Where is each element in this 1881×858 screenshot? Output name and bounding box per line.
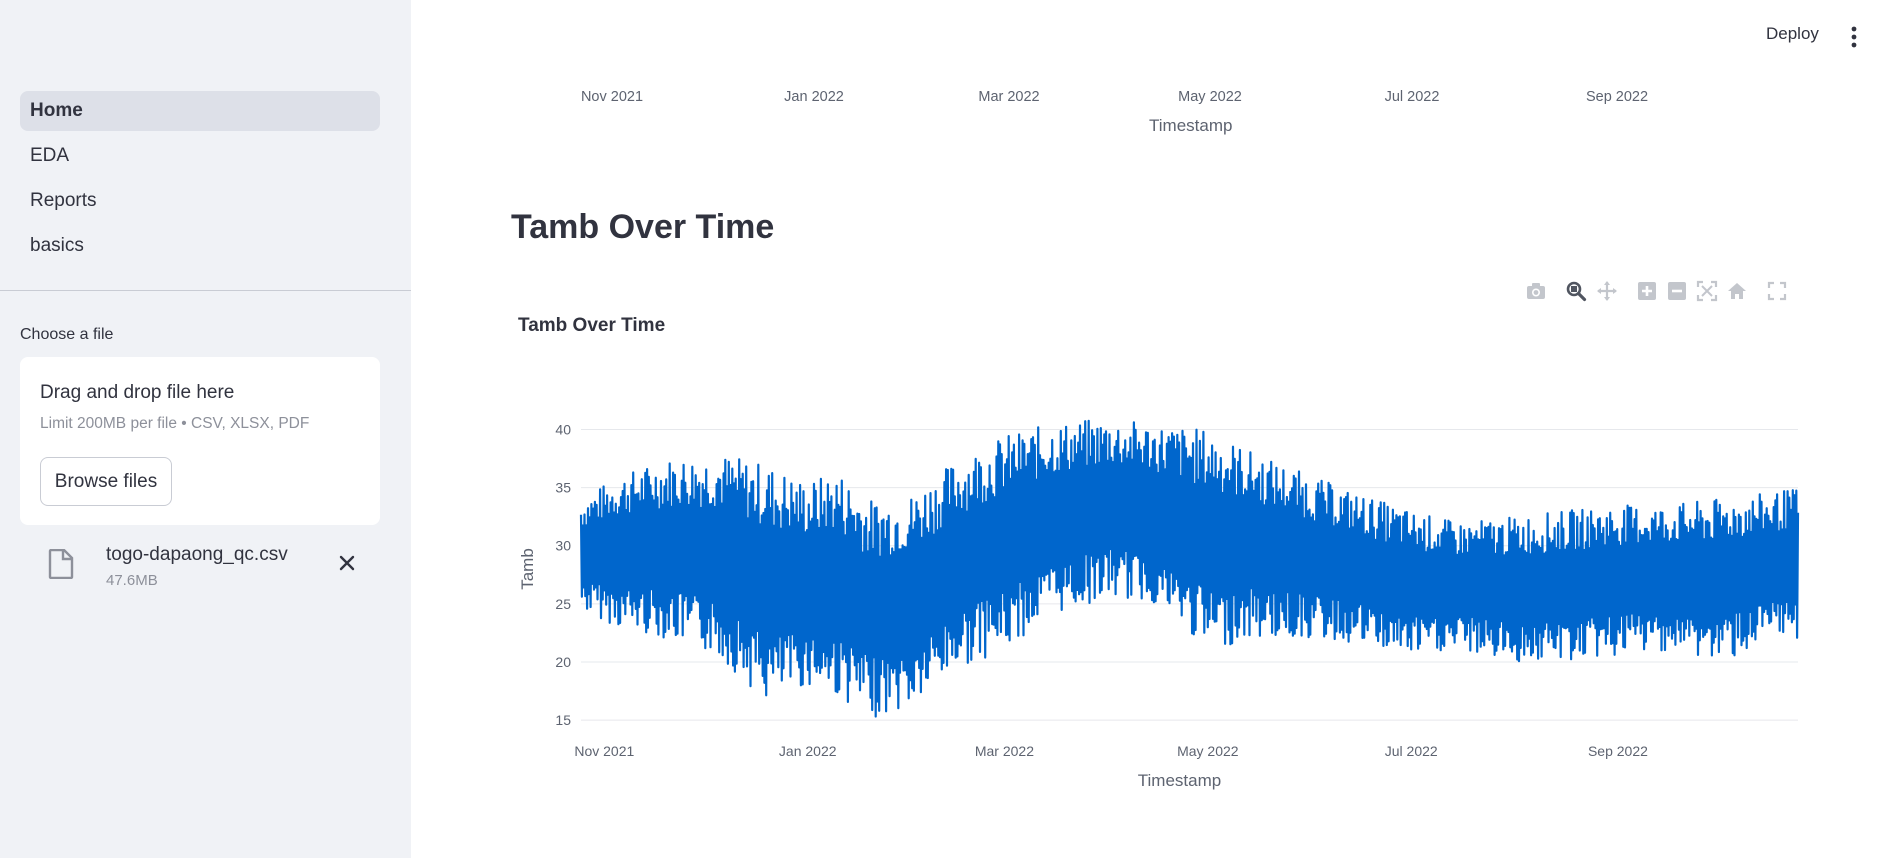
y-tick-label: 25 [555,596,571,612]
y-tick-label: 15 [555,712,571,728]
prev-chart-x-tick: Mar 2022 [978,89,1040,105]
chart-title: Tamb Over Time [518,315,665,336]
y-tick-label: 40 [555,421,571,437]
prev-chart-x-tick: Nov 2021 [580,89,644,105]
file-icon [48,549,74,579]
sidebar-item-label: EDA [30,145,70,166]
x-tick-label: Sep 2022 [1588,743,1648,759]
camera-icon[interactable] [1525,280,1547,302]
x-tick-label: Mar 2022 [975,743,1034,759]
series-line-tamb[interactable] [579,419,1800,718]
x-tick-label: Jul 2022 [1385,743,1438,759]
autoscale-icon[interactable] [1696,280,1718,302]
file-dropzone[interactable]: Drag and drop file here Limit 200MB per … [20,357,380,525]
zoom-in-icon[interactable] [1636,280,1658,302]
uploaded-file-size: 47.6MB [106,572,158,589]
x-tick-label: Jan 2022 [779,743,837,759]
sidebar-item-label: Reports [30,190,97,211]
fullscreen-icon[interactable] [1766,280,1788,302]
x-axis-title: Timestamp [1138,771,1221,790]
sidebar-item-reports[interactable]: Reports [20,181,380,221]
y-tick-label: 30 [555,538,571,554]
more-options-icon[interactable] [1844,25,1864,49]
close-icon[interactable] [336,552,358,574]
y-tick-label: 20 [555,654,571,670]
sidebar-item-label: basics [30,235,84,256]
sidebar: Home EDA Reports basics Choose a file Dr… [0,0,411,858]
tamb-line-chart[interactable]: Tamb Over Time 15 20 25 30 35 40 Nov 2021 Jan 20… [411,300,1831,820]
page-section-title: Tamb Over Time [511,208,775,246]
deploy-button[interactable]: Deploy [1766,24,1819,43]
reset-axes-icon[interactable] [1726,280,1748,302]
prev-chart-x-tick: Jul 2022 [1384,89,1440,105]
x-tick-label: May 2022 [1177,743,1239,759]
dropzone-hint: Limit 200MB per file • CSV, XLSX, PDF [40,415,310,432]
browse-files-button[interactable]: Browse files [40,457,172,506]
prev-chart-x-tick: Sep 2022 [1585,89,1649,105]
prev-chart-x-tick: Jan 2022 [784,89,844,105]
sidebar-item-eda[interactable]: EDA [20,136,380,176]
zoom-icon[interactable] [1565,280,1587,302]
dropzone-title: Drag and drop file here [40,382,235,403]
prev-chart-x-axis-title: Timestamp [1149,116,1233,135]
uploaded-file-name: togo-dapaong_qc.csv [106,544,288,565]
sidebar-nav: Home EDA Reports basics [20,91,380,271]
x-tick-label: Nov 2021 [574,743,634,759]
file-uploader-label: Choose a file [20,326,114,343]
sidebar-divider [0,290,411,291]
prev-chart-x-tick: May 2022 [1178,89,1242,105]
pan-icon[interactable] [1596,280,1618,302]
uploaded-file-item: togo-dapaong_qc.csv 47.6MB [20,540,380,596]
zoom-out-icon[interactable] [1666,280,1688,302]
sidebar-item-basics[interactable]: basics [20,226,380,266]
sidebar-item-home[interactable]: Home [20,91,380,131]
y-tick-label: 35 [555,480,571,496]
y-axis-title: Tamb [518,548,537,590]
sidebar-item-label: Home [30,100,83,121]
